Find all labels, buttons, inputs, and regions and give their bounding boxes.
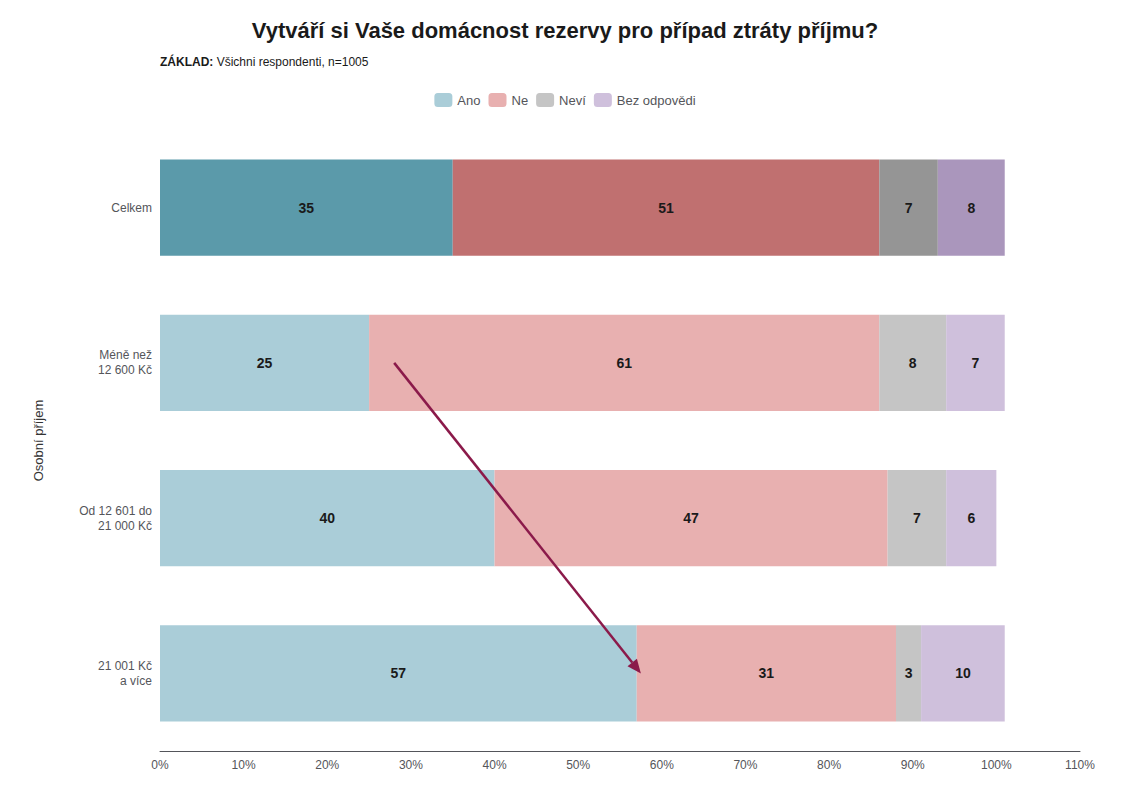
svg-text:Osobní příjem: Osobní příjem <box>31 400 46 482</box>
svg-text:110%: 110% <box>1065 758 1095 772</box>
svg-text:6: 6 <box>967 510 975 526</box>
svg-text:30%: 30% <box>399 758 423 772</box>
svg-text:Méně než: Méně než <box>99 348 152 362</box>
svg-text:0%: 0% <box>151 758 169 772</box>
svg-text:Od 12 601 do: Od 12 601 do <box>79 504 152 518</box>
svg-text:ZÁKLAD:: ZÁKLAD: <box>160 54 213 69</box>
svg-text:a více: a více <box>120 674 152 688</box>
svg-text:40: 40 <box>319 510 335 526</box>
svg-text:8: 8 <box>967 200 975 216</box>
svg-text:47: 47 <box>683 510 699 526</box>
svg-text:7: 7 <box>905 200 913 216</box>
svg-text:Vytváří si Vaše domácnost reze: Vytváří si Vaše domácnost rezervy pro př… <box>252 18 878 43</box>
svg-text:70%: 70% <box>733 758 757 772</box>
svg-text:100%: 100% <box>981 758 1012 772</box>
svg-text:25: 25 <box>257 355 273 371</box>
svg-text:3: 3 <box>905 665 913 681</box>
svg-text:20%: 20% <box>315 758 339 772</box>
svg-text:31: 31 <box>759 665 775 681</box>
svg-text:57: 57 <box>391 665 407 681</box>
svg-text:51: 51 <box>658 200 674 216</box>
svg-text:Bez odpovědi: Bez odpovědi <box>617 93 696 108</box>
svg-text:35: 35 <box>299 200 315 216</box>
svg-text:Všichni respondenti, n=1005: Všichni respondenti, n=1005 <box>213 55 368 69</box>
svg-text:7: 7 <box>913 510 921 526</box>
svg-text:50%: 50% <box>566 758 590 772</box>
svg-text:12 600 Kč: 12 600 Kč <box>98 363 152 377</box>
svg-text:21 000 Kč: 21 000 Kč <box>98 519 152 533</box>
svg-text:10: 10 <box>955 665 971 681</box>
svg-text:Ne: Ne <box>512 93 529 108</box>
svg-text:Neví: Neví <box>559 93 586 108</box>
svg-text:80%: 80% <box>817 758 841 772</box>
svg-text:Ano: Ano <box>457 93 480 108</box>
svg-text:21 001 Kč: 21 001 Kč <box>98 659 152 673</box>
svg-text:10%: 10% <box>232 758 256 772</box>
svg-text:40%: 40% <box>483 758 507 772</box>
svg-text:61: 61 <box>616 355 632 371</box>
svg-text:7: 7 <box>972 355 980 371</box>
svg-text:Celkem: Celkem <box>111 201 152 215</box>
svg-text:90%: 90% <box>901 758 925 772</box>
svg-text:8: 8 <box>909 355 917 371</box>
svg-text:60%: 60% <box>650 758 674 772</box>
